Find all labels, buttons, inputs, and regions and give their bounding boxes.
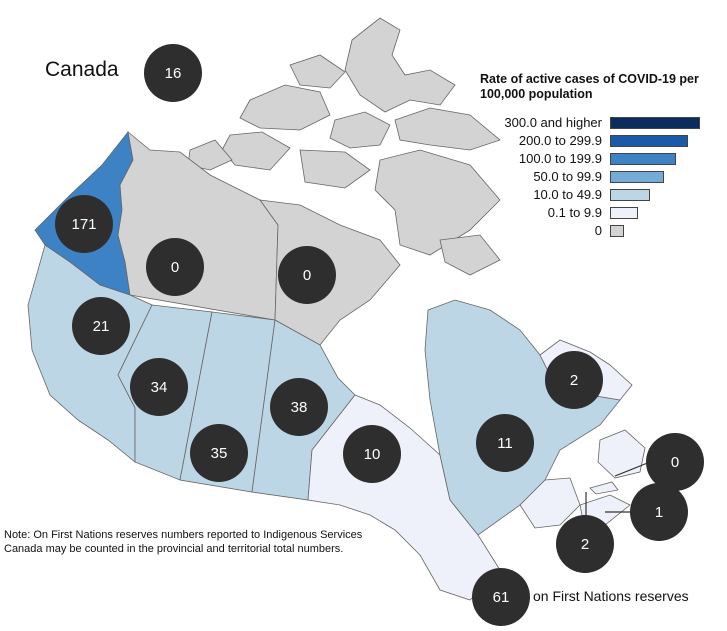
legend-item: 100.0 to 199.9 (440, 150, 720, 168)
legend-item: 50.0 to 99.9 (440, 168, 720, 186)
bubble-newfoundland: 2 (545, 351, 603, 409)
bubble-nwt: 0 (146, 238, 204, 296)
bubble-new-brunswick: 2 (556, 515, 614, 573)
region-quebec (424, 299, 621, 536)
bubble-alberta: 34 (130, 358, 188, 416)
legend-label: 100.0 to 199.9 (518, 151, 602, 166)
legend-swatch (610, 225, 624, 237)
legend-swatch (610, 171, 664, 183)
legend-item: 0.1 to 9.9 (440, 204, 720, 222)
bubble-manitoba: 38 (270, 378, 328, 436)
bubble-pei: 0 (646, 433, 704, 491)
legend-label: 10.0 to 49.9 (533, 187, 602, 202)
legend-title: Rate of active cases of COVID-19 per 100… (480, 72, 699, 101)
bubble-quebec: 11 (476, 414, 534, 472)
legend-item: 300.0 and higher (440, 114, 720, 132)
legend-label: 300.0 and higher (504, 115, 602, 130)
first-nations-label: on First Nations reserves (533, 588, 689, 604)
leader-line-pei (614, 461, 651, 477)
legend-swatch (610, 189, 650, 201)
bubble-first-nations: 61 (472, 568, 530, 626)
legend-item: 200.0 to 299.9 (440, 132, 720, 150)
legend-item: 0 (440, 222, 720, 240)
arctic-islands (187, 17, 501, 276)
region-newfoundland (597, 429, 646, 479)
bubble-ontario: 10 (343, 425, 401, 483)
legend-item: 10.0 to 49.9 (440, 186, 720, 204)
legend-label: 200.0 to 299.9 (518, 133, 602, 148)
bubble-nova-scotia: 1 (630, 483, 688, 541)
bubble-saskatchewan: 35 (190, 424, 248, 482)
legend-label: 50.0 to 99.9 (533, 169, 602, 184)
legend-label: 0.1 to 9.9 (547, 205, 602, 220)
legend-swatch (610, 153, 676, 165)
map-title: Canada (45, 58, 119, 81)
bubble-yukon: 171 (55, 195, 113, 253)
legend-swatch (610, 135, 688, 147)
legend-label: 0 (594, 223, 602, 238)
national-count-bubble: 16 (144, 44, 202, 102)
bubble-nunavut: 0 (278, 246, 336, 304)
region-pei (589, 481, 619, 495)
legend-swatch (610, 117, 700, 129)
bubble-bc: 21 (72, 297, 130, 355)
legend-swatch (610, 207, 638, 219)
footnote: Note: On First Nations reserves numbers … (4, 529, 363, 555)
